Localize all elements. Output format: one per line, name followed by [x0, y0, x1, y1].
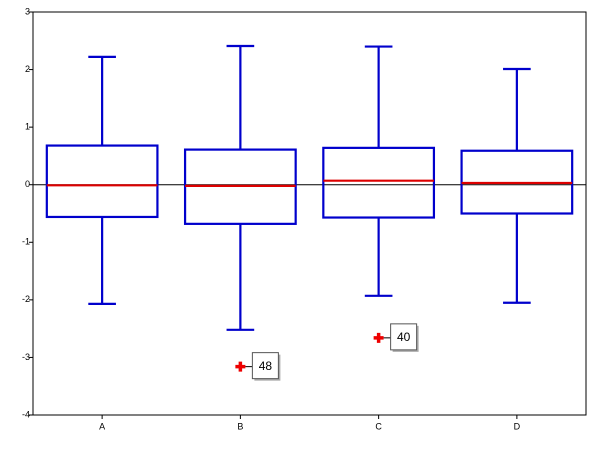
x-tick-label: B	[237, 421, 243, 431]
y-tick-label: 1	[25, 122, 30, 132]
x-tick-label: D	[514, 421, 521, 431]
y-tick-label: 2	[25, 64, 30, 74]
y-tick-label: -4	[22, 409, 30, 419]
outlier-label-box	[251, 352, 279, 380]
x-tick-label: C	[375, 421, 382, 431]
y-tick-label: -3	[22, 352, 30, 362]
y-tick-label: 3	[25, 6, 30, 16]
y-tick-label: 0	[25, 179, 30, 189]
box	[322, 146, 436, 219]
y-tick-label: -1	[22, 237, 30, 247]
outlier	[235, 361, 246, 372]
outlier-label-box	[390, 323, 418, 351]
outlier-label: 48	[259, 359, 273, 373]
x-tick-label: A	[99, 421, 105, 431]
outlier-label: 40	[397, 330, 411, 344]
box	[45, 144, 159, 219]
outlier	[373, 332, 384, 343]
y-tick-label: -2	[22, 294, 30, 304]
